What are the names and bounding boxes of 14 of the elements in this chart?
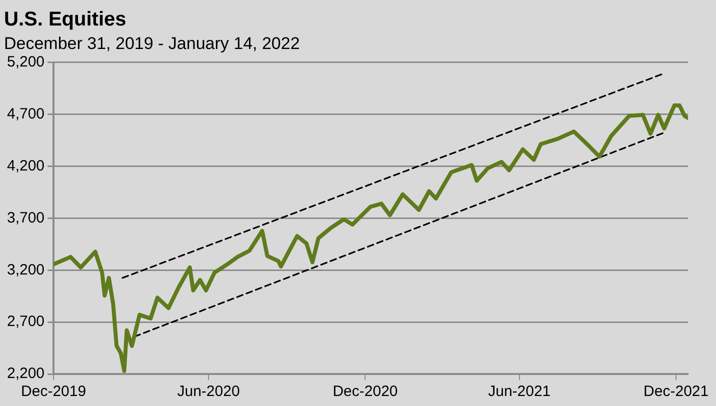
x-tick-label: Dec-2019 (21, 383, 86, 400)
y-tick-label: 3,700 (6, 209, 45, 226)
chart-title: U.S. Equities (4, 8, 126, 31)
y-tick-label: 4,200 (6, 157, 45, 174)
x-tick-label: Jun-2020 (177, 383, 240, 400)
y-tick-label: 4,700 (6, 105, 45, 122)
x-tick-label: Dec-2020 (332, 383, 398, 400)
y-tick-label: 2,200 (6, 365, 45, 382)
y-tick-label: 2,700 (6, 313, 45, 330)
y-tick-label: 3,200 (6, 261, 45, 278)
y-tick-label: 5,200 (6, 54, 45, 71)
chart-subtitle: December 31, 2019 - January 14, 2022 (4, 34, 300, 53)
x-tick-label: Jun-2021 (488, 383, 551, 400)
x-tick-label: Dec-2021 (644, 383, 709, 400)
